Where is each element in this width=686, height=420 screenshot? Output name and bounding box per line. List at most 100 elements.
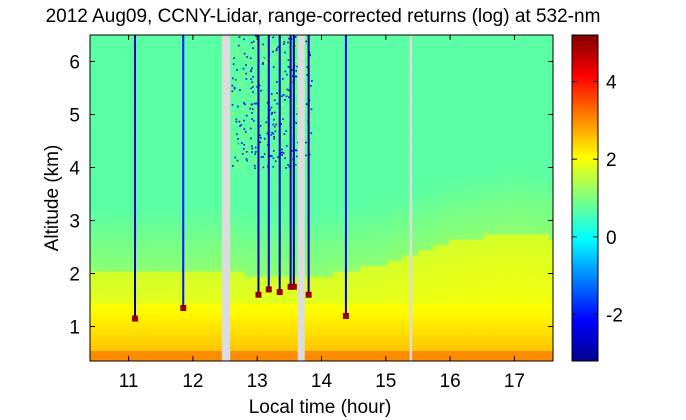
heatmap-cell [309,334,315,341]
heatmap-cell [333,350,338,357]
heatmap-cell [282,350,288,357]
heatmap-cell [171,37,176,44]
heatmap-cell [348,122,353,129]
heatmap-cell [186,85,191,92]
heatmap-cell [109,249,114,256]
heatmap-cell [201,170,207,177]
heatmap-cell [379,95,384,102]
heatmap-cell [275,106,280,113]
heatmap-cell [371,175,377,182]
heatmap-cell [124,307,130,314]
heatmap-cell [140,207,145,214]
heatmap-cell [120,170,126,177]
heatmap-cell [252,106,257,113]
heatmap-cell [151,186,157,192]
heatmap-cell [248,270,253,277]
heatmap-cell [267,355,272,361]
heatmap-cell [329,122,334,129]
heatmap-cell [182,254,188,261]
heatmap-cell [275,159,280,166]
heatmap-cell [120,318,126,325]
heatmap-cell [387,85,392,92]
heatmap-cell [113,122,118,129]
heatmap-cell [155,106,161,113]
heatmap-cell [182,164,188,171]
heatmap-cell [279,74,284,81]
heatmap-cell [336,307,342,314]
heatmap-cell [128,175,134,182]
heatmap-cell [252,355,257,361]
heatmap-cell [383,170,388,177]
heatmap-cell [120,80,126,86]
heatmap-cell [317,323,323,330]
heatmap-cell [271,37,276,44]
heatmap-cell [159,191,164,198]
heatmap-cell [271,313,276,320]
heatmap-cell [367,133,373,139]
heatmap-cell [387,148,392,155]
heatmap-cell [128,260,134,267]
heatmap-cell [163,101,168,108]
heatmap-cell [232,186,238,192]
heatmap-cell [236,170,242,177]
heatmap-cell [360,307,365,314]
heatmap-cell [360,270,365,277]
heatmap-cell [117,159,122,166]
heatmap-cell [140,170,145,177]
heatmap-cell [279,212,284,219]
heatmap-cell [263,260,269,267]
heatmap-cell [147,302,153,309]
heatmap-cell [321,339,326,346]
heatmap-cell [186,101,191,108]
heatmap-cell [394,170,400,177]
heatmap-cell [124,122,130,129]
heatmap-cell [275,254,280,261]
heatmap-cell [151,191,157,198]
heatmap-cell [379,154,384,161]
heatmap-cell [387,138,392,145]
heatmap-cell [236,148,242,155]
heatmap-cell [140,196,145,203]
heatmap-cell [309,201,315,208]
heatmap-cell [394,270,400,277]
heatmap-cell [325,48,330,55]
heatmap-cell [97,244,103,251]
heatmap-cell [398,339,404,346]
heatmap-cell [340,170,346,177]
heatmap-cell [201,254,207,261]
heatmap-cell [352,35,357,39]
heatmap-cell [271,292,276,298]
heatmap-cell [336,265,342,272]
heatmap-cell [213,42,218,49]
heatmap-cell [201,101,207,108]
heatmap-cell [394,254,400,261]
heatmap-cell [151,122,157,129]
heatmap-cell [371,249,377,256]
heatmap-cell [101,133,107,139]
heatmap-cell [244,286,249,293]
heatmap-cell [113,339,118,346]
heatmap-cell [275,48,280,55]
heatmap-cell [201,180,207,187]
heatmap-cell [97,201,103,208]
heatmap-cell [275,207,280,214]
heatmap-cell [340,164,346,171]
heatmap-cell [240,276,245,283]
heatmap-cell [109,270,114,277]
heatmap-cell [390,106,396,113]
heatmap-cell [159,42,164,49]
heatmap-cell [151,80,157,86]
heatmap-cell [309,53,315,60]
heatmap-cell [182,292,188,298]
heatmap-cell [321,164,326,171]
heatmap-cell [213,148,218,155]
heatmap-cell [340,111,346,118]
heatmap-cell [383,101,388,108]
heatmap-cell [313,58,319,65]
heatmap-cell [167,148,172,155]
heatmap-cell [248,339,253,346]
heatmap-cell [248,143,253,150]
heatmap-cell [140,64,145,71]
heatmap-cell [217,74,222,81]
heatmap-cell [379,74,384,81]
